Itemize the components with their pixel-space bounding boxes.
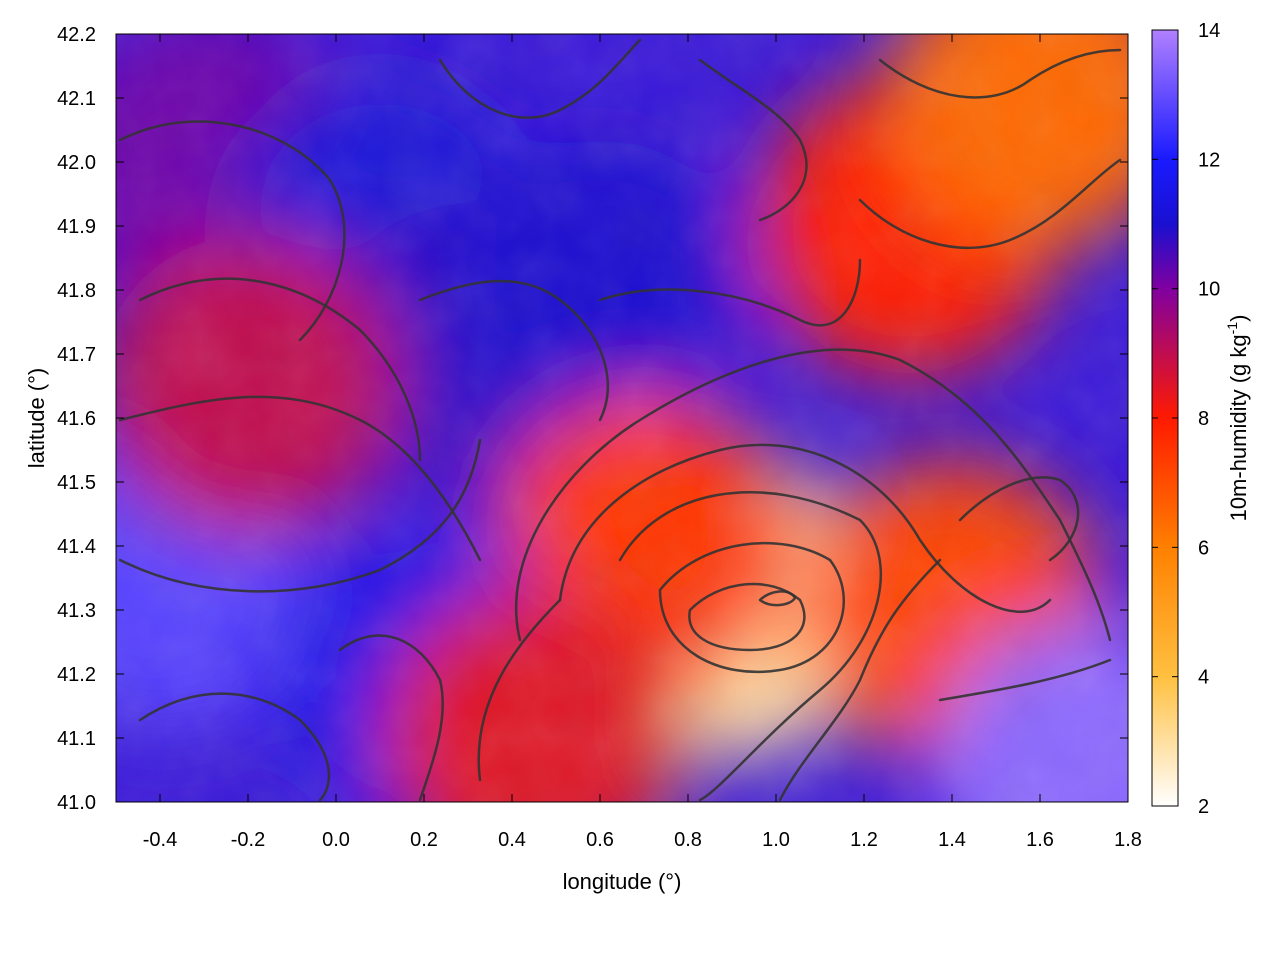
colorbar-tick-label: 4 <box>1198 667 1209 689</box>
x-tick-label: 0.4 <box>498 829 526 851</box>
contour-lines <box>118 38 1122 802</box>
x-axis-title: longitude (°) <box>563 869 682 894</box>
colorbar-tick-label: 14 <box>1198 20 1220 42</box>
x-tick-label: 1.0 <box>762 829 790 851</box>
x-tick-label: 1.6 <box>1026 829 1054 851</box>
y-tick-label: 41.6 <box>57 408 96 430</box>
humidity-field <box>116 34 1128 802</box>
x-tick-label: 1.4 <box>938 829 966 851</box>
colorbar-tick-label: 8 <box>1198 408 1209 430</box>
y-tick-label: 42.0 <box>57 152 96 174</box>
colorbar-tick-label: 6 <box>1198 537 1209 559</box>
x-tick-label: 1.2 <box>850 829 878 851</box>
colorbar-tick-label: 10 <box>1198 279 1220 301</box>
y-tick-label: 41.8 <box>57 280 96 302</box>
colorbar-tick-label: 2 <box>1198 796 1209 818</box>
colorbar: 2 4 6 8 10 12 14 10m-humidity (g kg-1) <box>1151 20 1251 818</box>
x-tick-label: -0.2 <box>231 829 265 851</box>
y-tick-label: 41.3 <box>57 600 96 622</box>
y-tick-label: 42.1 <box>57 88 96 110</box>
x-axis: -0.4 -0.2 0.0 0.2 0.4 0.6 0.8 1.0 1.2 1.4 1.6 1.8 <box>143 34 1142 851</box>
x-tick-label: 0.2 <box>410 829 438 851</box>
y-tick-label: 41.0 <box>57 792 96 814</box>
y-tick-label: 41.1 <box>57 728 96 750</box>
y-tick-label: 41.9 <box>57 216 96 238</box>
x-tick-label: 0.8 <box>674 829 702 851</box>
y-tick-label: 41.2 <box>57 664 96 686</box>
x-tick-label: 0.6 <box>586 829 614 851</box>
x-tick-label: 1.8 <box>1114 829 1142 851</box>
y-axis-title: latitude (°) <box>24 368 49 469</box>
y-tick-label: 41.4 <box>57 536 96 558</box>
y-axis: 41.0 41.1 41.2 41.3 41.4 41.5 41.6 41.7 41.8 41.9… <box>57 24 1128 814</box>
x-tick-label: -0.4 <box>143 829 177 851</box>
y-tick-label: 41.5 <box>57 472 96 494</box>
y-tick-label: 41.7 <box>57 344 96 366</box>
y-tick-label: 42.2 <box>57 24 96 46</box>
colorbar-title: 10m-humidity (g kg-1) <box>1224 315 1251 522</box>
colorbar-tick-label: 12 <box>1198 149 1220 171</box>
colorbar-ticks: 2 4 6 8 10 12 14 <box>1152 20 1220 818</box>
x-tick-label: 0.0 <box>322 829 350 851</box>
